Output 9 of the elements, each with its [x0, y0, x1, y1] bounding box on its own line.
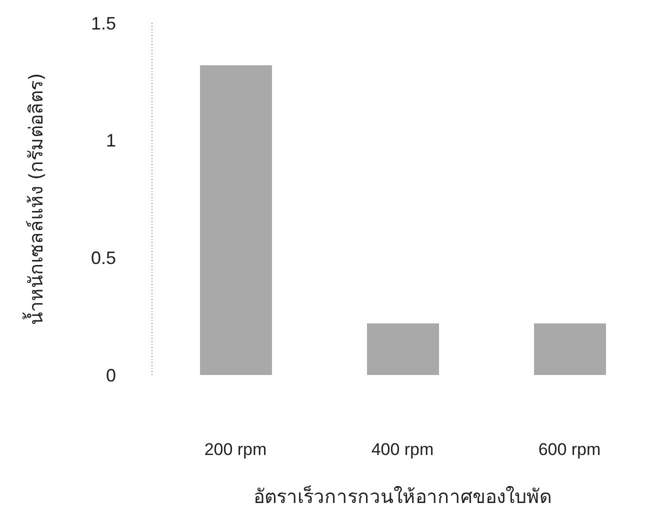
x-tick-label: 400 rpm	[371, 440, 434, 460]
y-tick-label: 1	[106, 130, 116, 151]
y-axis-title: น้ำหนักเซลล์แห้ง (กรัมต่อลิตร)	[22, 73, 48, 325]
x-tick-label: 200 rpm	[204, 440, 267, 460]
y-tick-label: 1.5	[90, 13, 116, 34]
y-tick-label: 0	[106, 365, 116, 386]
x-tick-label: 600 rpm	[538, 440, 601, 460]
x-axis-title: อัตราเร็วการกวนให้อากาศของใบพัด	[254, 484, 552, 508]
y-tick-label: 0.5	[90, 248, 116, 268]
